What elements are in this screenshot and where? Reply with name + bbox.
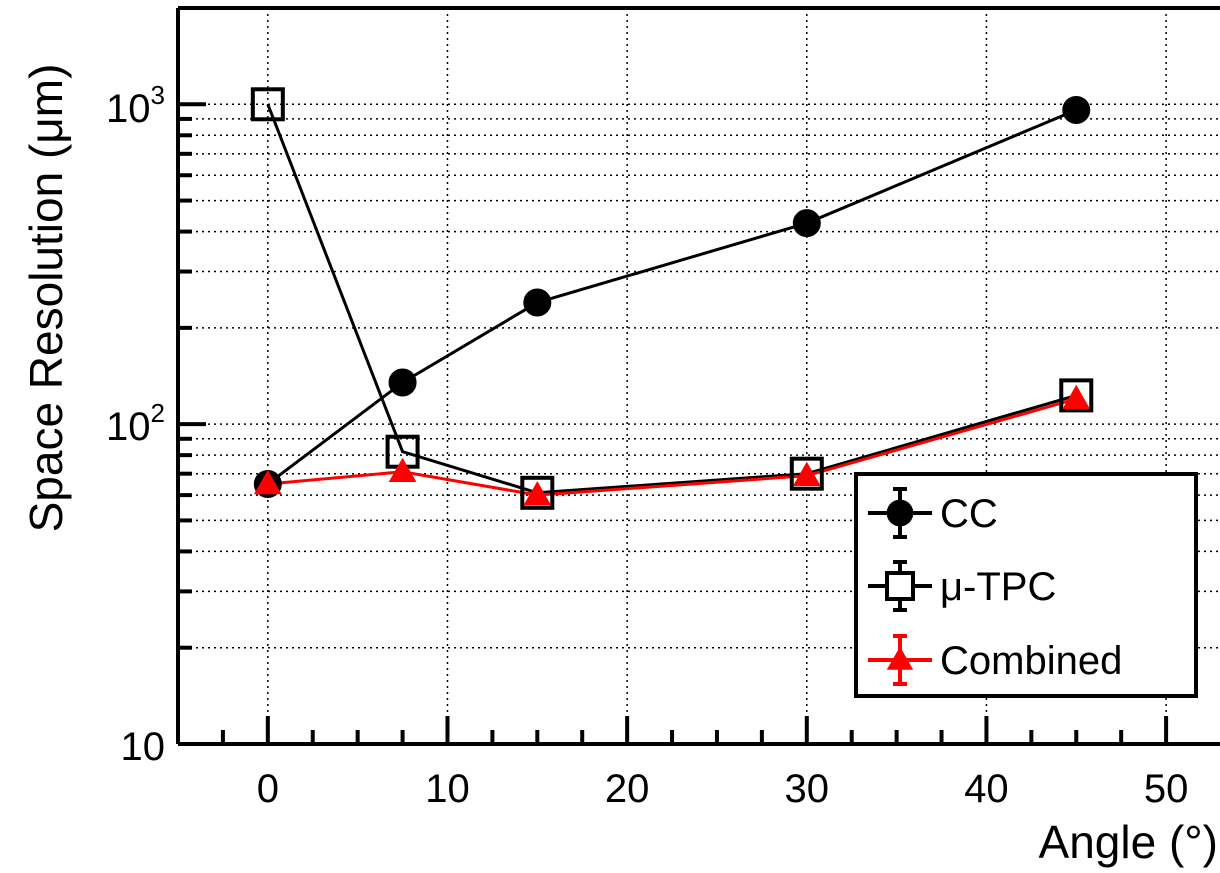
legend-label-cc: CC [940,492,998,536]
series-0-point-1 [388,368,417,397]
x-tick-label-30: 30 [785,767,830,811]
y-tick-label-100-exp: 2 [151,398,165,428]
x-tick-label-0: 0 [257,767,279,811]
series-1-point-3 [789,456,824,491]
x-tick-label-40: 40 [964,767,1009,811]
legend-marker-0 [886,499,914,527]
legend-label-combined: Combined [940,639,1122,683]
series-2-point-1 [388,457,417,482]
y-tick-label-10: 10 [121,725,166,769]
series-line-0 [266,108,1077,486]
y-tick-label-100-base: 10 [106,405,151,449]
x-tick-label-20: 20 [605,767,650,811]
series-0-point-3 [792,209,821,238]
series-2-point-4 [1062,384,1091,410]
axes [176,6,1220,746]
series-1-point-4 [1059,378,1094,413]
y-tick-label-1000-exp: 3 [151,80,165,110]
x-tick-label-50: 50 [1144,767,1189,811]
series-0-point-4 [1062,95,1091,124]
legend-marker-1 [885,571,915,601]
series-2-point-0 [253,469,282,495]
x-tick-labels: 0 10 20 30 40 50 [257,767,1189,811]
series-1-point-0 [250,87,285,122]
series-layer [250,87,1094,510]
x-tick-label-10: 10 [425,767,470,811]
y-tick-label-100: 102 [106,398,165,449]
legend-markers [868,487,932,686]
series-1-point-2 [520,475,555,510]
legend: CC μ-TPC Combined [854,472,1198,698]
x-axis-title: Angle (°) [1039,816,1218,868]
y-tick-label-1000: 103 [106,80,165,131]
legend-label-mu-tpc: μ-TPC [940,565,1056,609]
series-0-point-2 [523,288,552,317]
y-axis-title: Space Resolution (μm) [20,64,72,533]
legend-marker-2 [886,646,914,670]
series-2-point-3 [792,461,821,486]
y-tick-labels: 10 102 103 [106,80,165,769]
y-tick-label-1000-base: 10 [106,87,151,131]
series-2-point-2 [523,481,552,506]
